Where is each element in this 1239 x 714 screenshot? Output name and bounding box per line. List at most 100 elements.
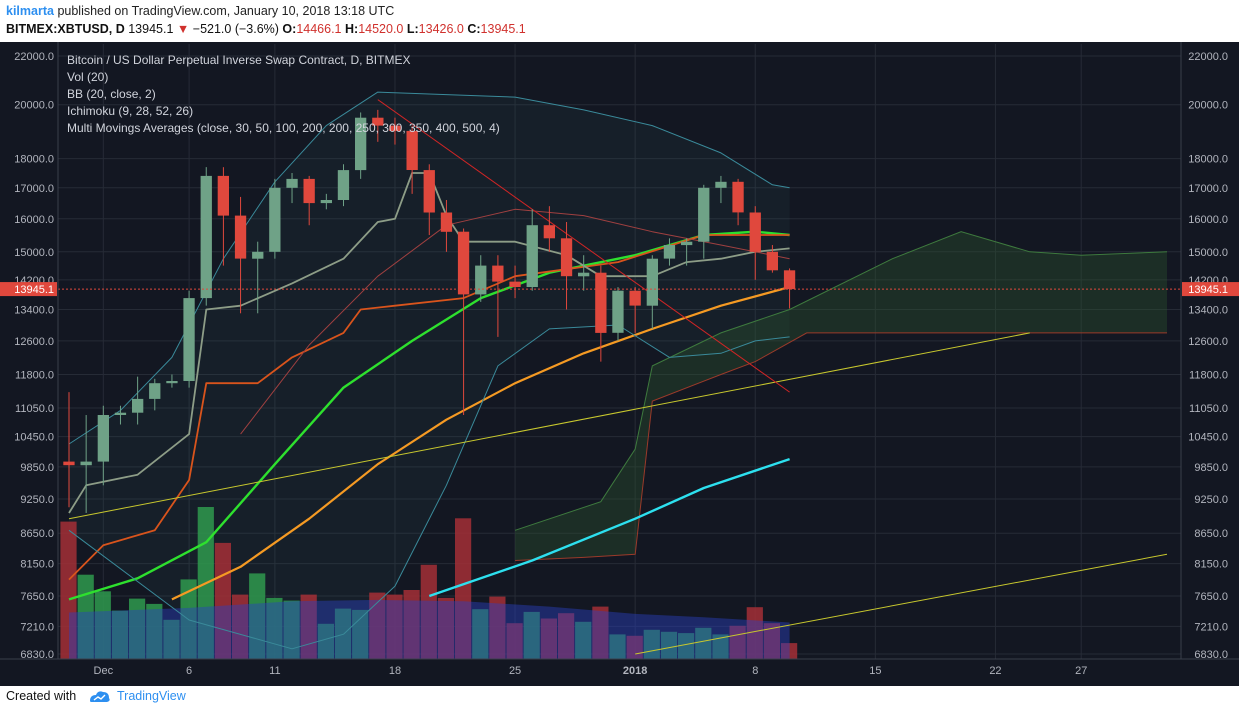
volume-bar [129, 598, 146, 659]
resistance-line [377, 99, 790, 393]
volume-bar [695, 627, 712, 659]
volume-bar [111, 610, 129, 659]
x-tick-label: 18 [389, 665, 401, 677]
y-tick-label-left: 7650.0 [20, 591, 54, 603]
y-tick-label-right: 12600.0 [1188, 336, 1228, 348]
x-tick-label: 11 [269, 665, 280, 677]
y-tick-label-right: 22000.0 [1188, 51, 1228, 63]
candle-body [337, 170, 350, 200]
x-tick-label: 2018 [623, 665, 647, 677]
volume-bar [437, 597, 455, 659]
volume-bar [163, 619, 180, 659]
candle-body [217, 175, 229, 216]
plot-area [58, 44, 1181, 659]
created-with-text: Created with [6, 689, 77, 703]
x-tick-label: 27 [1075, 665, 1087, 677]
candle-body [252, 251, 264, 259]
trendline-1-line [68, 332, 1030, 520]
last-price: 13945.1 [128, 22, 174, 36]
volume-bar [403, 590, 420, 659]
y-tick-label-right: 11050.0 [1189, 403, 1228, 415]
ohlc-line: BITMEX:XBTUSD, D 13945.1 ▼ −521.0 (−3.6%… [6, 22, 526, 36]
volume-bar [678, 633, 695, 659]
candle-body [320, 200, 332, 204]
candle-body [698, 187, 710, 242]
close-value: 13945.1 [480, 22, 526, 36]
chart-header: kilmarta published on TradingView.com, J… [0, 0, 1239, 42]
candle-body [749, 212, 761, 252]
x-tick-label: 6 [186, 665, 192, 677]
tenkan-line [68, 172, 790, 514]
candle-body [97, 415, 109, 462]
candle-body [783, 270, 796, 290]
y-tick-label-right: 11800.0 [1189, 369, 1228, 381]
high-label: H: [344, 22, 359, 36]
candle-body [543, 225, 555, 239]
y-tick-label-left: 6830.0 [20, 649, 54, 661]
legend-ichimoku[interactable]: Ichimoku (9, 28, 52, 26) [67, 104, 194, 118]
y-tick-label-right: 6830.0 [1194, 649, 1228, 661]
legend-volume[interactable]: Vol (20) [67, 70, 109, 84]
y-tick-label-left: 9250.0 [20, 494, 54, 506]
y-tick-label-left: 10450.0 [14, 432, 54, 444]
y-tick-label-left: 20000.0 [14, 100, 54, 112]
volume-bar [592, 606, 609, 659]
legend-moving-averages[interactable]: Multi Movings Averages (close, 30, 50, 1… [67, 121, 500, 135]
bollinger-band-fill [69, 92, 790, 649]
candle-body [663, 245, 676, 259]
volume-ma-area [69, 599, 790, 659]
last-price-tag-bg [0, 282, 57, 297]
candle-body [286, 178, 298, 188]
ma-orange-line [171, 286, 790, 601]
y-tick-label-left: 15000.0 [14, 247, 54, 259]
bb-upper-line [68, 91, 790, 445]
y-tick-label-right: 15000.0 [1188, 247, 1228, 259]
candle-body [578, 272, 590, 277]
volume-bar [763, 623, 780, 659]
candle-body [166, 381, 178, 384]
open-value: 14466.1 [296, 22, 342, 36]
x-tick-label: Dec [94, 665, 114, 677]
candle-body [612, 290, 624, 333]
ichimoku-span-b [515, 332, 1167, 561]
legend-title: Bitcoin / US Dollar Perpetual Inverse Sw… [67, 53, 411, 67]
candle-body [269, 187, 281, 252]
volume-bar [232, 594, 249, 659]
last-price-tag-right: 13945.1 [1182, 282, 1239, 297]
candle-body [526, 225, 538, 287]
high-value: 14520.0 [358, 22, 404, 36]
bb-lower-line [68, 324, 790, 650]
candle-body [406, 130, 418, 170]
y-tick-label-right: 18000.0 [1188, 154, 1228, 166]
open-label: O: [282, 22, 297, 36]
candle-body [646, 258, 658, 306]
y-tick-label-left: 11800.0 [15, 369, 54, 381]
volume-bar [575, 621, 592, 659]
y-tick-label-left: 9850.0 [20, 462, 54, 474]
y-tick-label-right: 16000.0 [1188, 214, 1228, 226]
candle-body [183, 298, 195, 381]
volume-bar [214, 542, 231, 659]
volume-bar [781, 643, 798, 659]
volume-bar [455, 518, 472, 659]
legend-bollinger[interactable]: BB (20, close, 2) [67, 87, 156, 101]
price-chart[interactable]: 22000.0 22000.0 20000.0 20000.0 18000.0 18000… [0, 42, 1239, 686]
candle-body [560, 238, 573, 277]
close-label: C: [467, 22, 481, 36]
candle-body [440, 212, 453, 232]
price-change: −521.0 (−3.6%) [192, 22, 279, 36]
y-tick-label-left: 8150.0 [20, 559, 54, 571]
low-value: 13426.0 [418, 22, 464, 36]
candle-body [303, 178, 315, 204]
y-tick-label-left: 18000.0 [14, 154, 54, 166]
candles [63, 109, 796, 513]
tradingview-link[interactable]: TradingView [117, 689, 186, 703]
last-price-tag-text: 13945.1 [14, 284, 54, 296]
candle-body [457, 231, 470, 295]
x-tick-label: 8 [752, 665, 758, 677]
volume-bar [60, 521, 77, 659]
author-link[interactable]: kilmarta [6, 4, 54, 18]
volume-bar [523, 611, 540, 659]
volume-bar [334, 608, 352, 659]
y-tick-label-right: 17000.0 [1188, 183, 1228, 195]
